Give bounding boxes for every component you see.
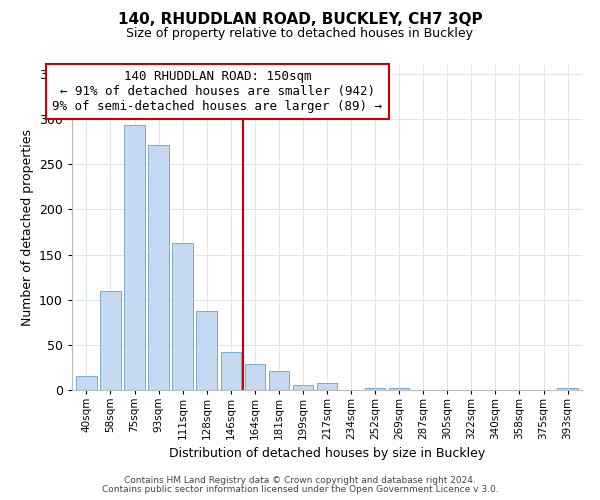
Bar <box>389 388 409 390</box>
Y-axis label: Number of detached properties: Number of detached properties <box>20 129 34 326</box>
Text: 140, RHUDDLAN ROAD, BUCKLEY, CH7 3QP: 140, RHUDDLAN ROAD, BUCKLEY, CH7 3QP <box>118 12 482 28</box>
Bar <box>148 146 169 390</box>
Bar <box>221 352 241 390</box>
Bar <box>293 386 313 390</box>
Bar <box>196 312 217 390</box>
Bar <box>245 364 265 390</box>
Bar <box>172 243 193 390</box>
Bar <box>365 388 385 390</box>
Bar <box>124 126 145 390</box>
Bar <box>557 388 578 390</box>
Bar <box>317 383 337 390</box>
Bar <box>100 290 121 390</box>
X-axis label: Distribution of detached houses by size in Buckley: Distribution of detached houses by size … <box>169 448 485 460</box>
Text: 140 RHUDDLAN ROAD: 150sqm
← 91% of detached houses are smaller (942)
9% of semi-: 140 RHUDDLAN ROAD: 150sqm ← 91% of detac… <box>52 70 382 113</box>
Bar <box>269 371 289 390</box>
Text: Size of property relative to detached houses in Buckley: Size of property relative to detached ho… <box>127 28 473 40</box>
Text: Contains HM Land Registry data © Crown copyright and database right 2024.: Contains HM Land Registry data © Crown c… <box>124 476 476 485</box>
Bar <box>76 376 97 390</box>
Text: Contains public sector information licensed under the Open Government Licence v : Contains public sector information licen… <box>101 485 499 494</box>
